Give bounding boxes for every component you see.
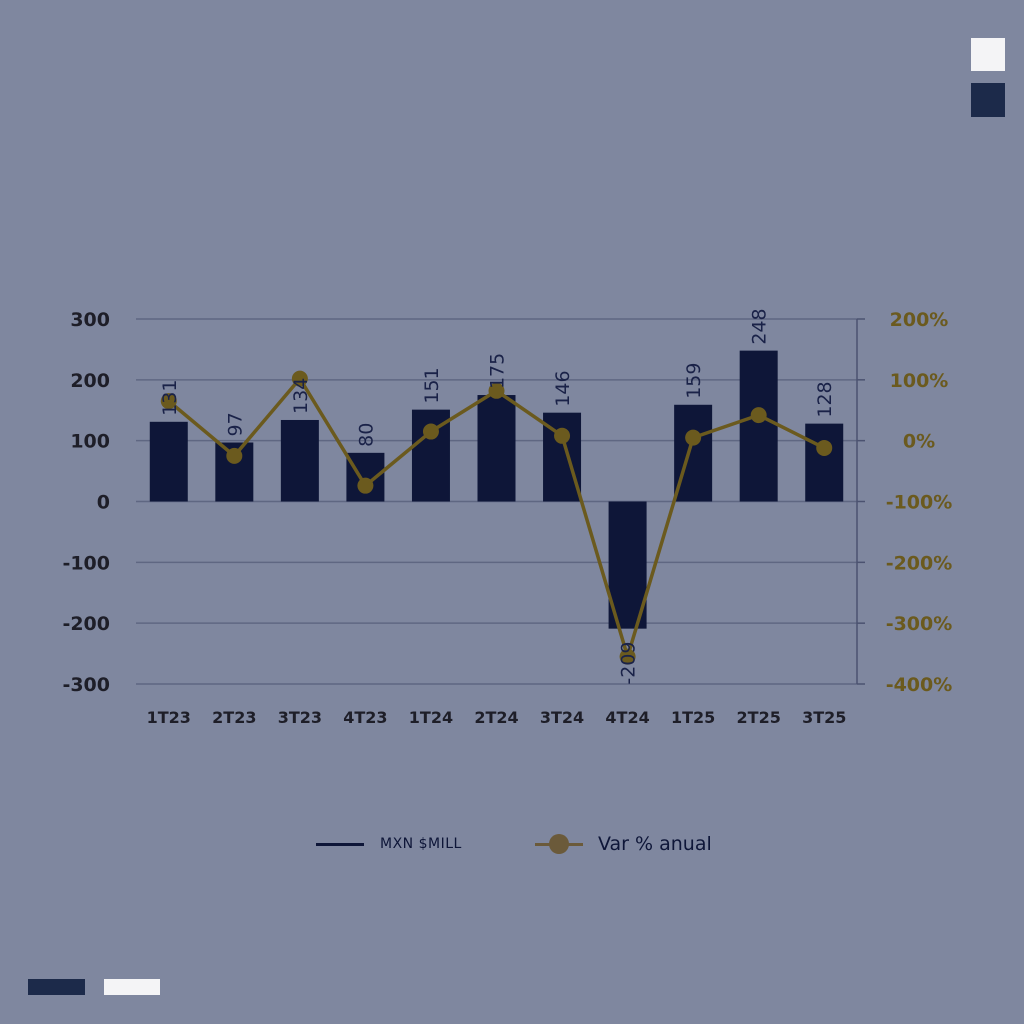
- y2-tick-0: 200%: [890, 309, 949, 331]
- legend: MXN $MILL Var % anual: [0, 828, 1024, 860]
- line-point-1T24: [422, 423, 439, 440]
- legend-item-bars: MXN $MILL: [316, 828, 462, 860]
- y-tick-3: 0: [97, 492, 110, 514]
- line-series: [160, 370, 833, 665]
- bar-4T23: [346, 452, 385, 502]
- line-point-2T25: [750, 407, 767, 424]
- line-point-4T23: [357, 477, 374, 494]
- decorative-white-square: [971, 38, 1005, 71]
- decorative-navy-square: [971, 83, 1005, 117]
- x-tick-1T25: 1T25: [671, 708, 715, 727]
- bar-label-4T24: -209: [618, 642, 640, 685]
- line-point-2T24: [488, 382, 505, 399]
- legend-swatch-bars: [316, 842, 364, 846]
- bar-4T24: [608, 501, 647, 629]
- y-tick-4: -100: [62, 552, 110, 574]
- right-axis: [856, 318, 865, 685]
- y2-tick-3: -100%: [886, 492, 953, 514]
- bar-3T25: [805, 423, 844, 502]
- y2-tick-4: -200%: [886, 552, 953, 574]
- x-tick-4T23: 4T23: [343, 708, 387, 727]
- decorative-white-bar: [104, 979, 160, 995]
- line-point-4T24: [619, 648, 636, 665]
- y2-tick-1: 100%: [890, 370, 949, 392]
- y-axis-ticks: 300 200 100 0 -100 -200 -300: [62, 309, 110, 696]
- x-tick-2T24: 2T24: [474, 708, 518, 727]
- decorative-navy-bar: [28, 979, 85, 995]
- bar-label-3T23: 134: [290, 378, 312, 414]
- bar-label-2T25: 248: [749, 308, 771, 344]
- bar-label-2T23: 97: [224, 412, 246, 436]
- x-axis-ticks: 1T23 2T23 3T23 4T23 1T24 2T24 3T24 4T24 1T25 2T25…: [147, 708, 847, 727]
- bar-label-3T25: 128: [814, 381, 836, 417]
- bar-label-1T25: 159: [683, 363, 705, 399]
- bar-label-2T24: 175: [487, 353, 509, 389]
- x-tick-2T23: 2T23: [212, 708, 256, 727]
- bar-label-3T24: 146: [552, 370, 574, 406]
- x-tick-2T25: 2T25: [737, 708, 781, 727]
- line-point-3T25: [816, 439, 833, 456]
- y-tick-2: 100: [70, 431, 110, 453]
- x-tick-3T25: 3T25: [802, 708, 846, 727]
- x-tick-4T24: 4T24: [605, 708, 649, 727]
- y-tick-0: 300: [70, 309, 110, 331]
- line-point-3T24: [554, 427, 571, 444]
- y-tick-6: -300: [62, 674, 110, 696]
- line-point-3T23: [291, 370, 308, 387]
- legend-label-line: Var % anual: [598, 833, 712, 855]
- x-tick-3T24: 3T24: [540, 708, 584, 727]
- y2-tick-5: -300%: [886, 613, 953, 635]
- bar-label-1T23: 131: [159, 380, 181, 416]
- line-point-1T23: [160, 393, 177, 410]
- bar-3T23: [280, 419, 319, 502]
- bar-label-4T23: 80: [355, 423, 377, 447]
- x-tick-1T23: 1T23: [147, 708, 191, 727]
- y2-tick-2: 0%: [903, 431, 935, 453]
- bar-1T23: [149, 421, 188, 502]
- legend-item-line: Var % anual: [535, 828, 712, 860]
- line-point-1T25: [685, 429, 702, 446]
- legend-swatch-line: [535, 833, 583, 854]
- y-tick-5: -200: [62, 613, 110, 635]
- bar-2T25: [739, 350, 778, 502]
- bar-label-1T24: 151: [421, 367, 443, 403]
- legend-label-bars: MXN $MILL: [380, 836, 462, 852]
- bar-labels: 131 97 134 80 151 175 146 -209 159 248 128: [159, 308, 836, 684]
- y2-tick-6: -400%: [886, 674, 953, 696]
- bar-2T24: [477, 395, 516, 502]
- line-point-2T23: [226, 447, 243, 464]
- y2-axis-ticks: 200% 100% 0% -100% -200% -300% -400%: [886, 309, 953, 696]
- bars: [149, 350, 844, 629]
- x-tick-3T23: 3T23: [278, 708, 322, 727]
- x-tick-1T24: 1T24: [409, 708, 453, 727]
- y-tick-1: 200: [70, 370, 110, 392]
